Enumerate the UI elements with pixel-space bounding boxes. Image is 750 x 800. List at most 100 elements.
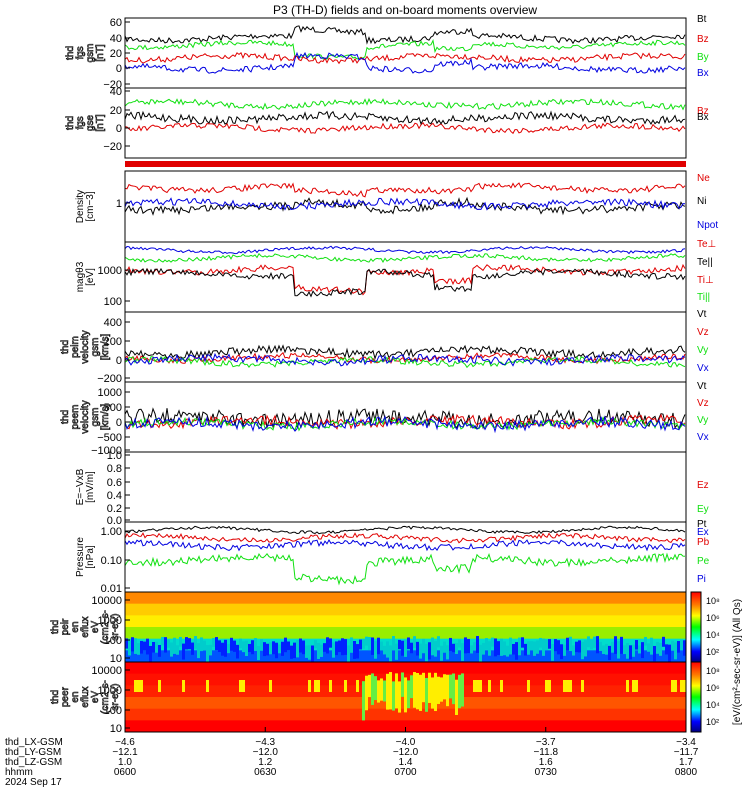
spectrogram-cell (236, 644, 239, 659)
y-axis-label: thd (60, 410, 71, 424)
legend-entry: Ex (697, 527, 709, 538)
spectrogram-cell (632, 644, 635, 657)
y-axis-label: peem (70, 404, 81, 429)
spectrogram-cell (350, 637, 353, 653)
y-axis-label: (cm2-s- (100, 610, 111, 644)
trace-blue (124, 415, 686, 434)
spectrogram-cell (389, 672, 392, 710)
spectrogram-cell (395, 673, 398, 709)
spectrogram-cell (164, 637, 167, 653)
spectrogram-cell (305, 645, 308, 658)
panel-fgs-bz: 60 40 20 0 −20 thd fgs gsm [nT] Bt Bz By Bx (65, 14, 709, 91)
spectrogram-cell (329, 638, 332, 648)
trace-black (124, 344, 686, 361)
spectrogram-cell (242, 641, 245, 653)
spectrogram-cell (665, 644, 668, 655)
legend-entry: Bz (697, 34, 709, 45)
y-axis-label: [km/s] (100, 333, 111, 360)
spectrogram-cell (494, 638, 497, 657)
legend-entry: Te|| (697, 257, 713, 268)
y-tick-label: −1000 (91, 445, 122, 457)
spectrogram-cell (194, 636, 197, 649)
spectrogram-cell (587, 636, 590, 648)
spectrogram-cell (287, 641, 290, 651)
spectrogram-cell (314, 640, 317, 649)
spectrogram-cell (302, 640, 305, 655)
colorbar-tick-label: 10⁸ (706, 596, 720, 606)
spectrogram-cell (623, 645, 626, 655)
x-tick-label: −12.1 (112, 747, 138, 758)
spectrogram-cell (413, 672, 416, 708)
spectrogram-cell (518, 637, 521, 656)
x-tick-label: 0700 (394, 767, 417, 778)
spectrogram-cell (257, 645, 260, 661)
panel-peim: 400 200 0 −200 thd peim velocity gsm [km/s] Vt Vz V… (60, 309, 709, 385)
ephemeris-row-label: hhmm (5, 767, 33, 778)
spectrogram-cell (455, 679, 458, 715)
spectrogram-cell (554, 639, 557, 652)
y-axis-label: Density (75, 190, 86, 223)
spectrogram-cell (416, 641, 419, 656)
colorbar-tick-label: 10⁶ (706, 683, 720, 693)
spectrogram-cell (158, 680, 161, 692)
spectrogram-cell (386, 673, 389, 710)
spectrogram-cell (182, 643, 185, 660)
spectrogram-cell (233, 640, 236, 652)
spectrogram-cell (611, 641, 614, 653)
spectrogram-cell (167, 639, 170, 648)
spectrogram-cell (140, 680, 143, 692)
spectrogram-cell (629, 645, 632, 660)
ephemeris-row-label: thd_LY-GSM (5, 747, 61, 758)
legend-entry: Vy (697, 345, 708, 356)
spectrogram-cell (656, 641, 659, 654)
spectrogram-cell (356, 644, 359, 659)
y-tick-label: 0 (116, 417, 122, 429)
legend-entry: Ne (697, 173, 710, 184)
spectrogram-cell (326, 637, 329, 654)
spectrogram-cell (488, 641, 491, 656)
spectrogram-cell (581, 680, 584, 692)
spectrogram-cell (140, 640, 143, 654)
spectrogram-cell (389, 645, 392, 662)
y-tick-label: −500 (97, 432, 122, 444)
y-tick-label: 400 (104, 317, 122, 329)
spectrogram-cell (407, 680, 410, 709)
panel-peem: 1000 500 0 −500−1000 thd peem velocity gsm [km/s… (60, 381, 709, 457)
spectrogram-cell (569, 680, 572, 692)
spectrogram-cell (410, 675, 413, 699)
y-tick-label: 0 (116, 123, 122, 135)
spectrogram-cell (308, 680, 311, 692)
spectrogram-cell (269, 680, 272, 692)
y-axis-label: peir (60, 618, 71, 635)
spectrogram-cell (341, 638, 344, 656)
spectrogram-cell (446, 674, 449, 707)
spectrogram-cell (509, 637, 512, 655)
x-tick-label: −4.6 (115, 737, 135, 748)
y-axis-label: thd (50, 690, 61, 704)
spectrogram-cell (680, 680, 683, 692)
trace-blue (124, 51, 686, 74)
colorbar-tick-label: 10⁴ (706, 630, 720, 640)
spectrogram-cell (443, 641, 446, 653)
y-axis-label: velocity (80, 330, 91, 363)
spectrogram-cell (347, 645, 350, 663)
spectrogram-cell (662, 636, 665, 647)
spectrogram-cell (638, 645, 641, 654)
y-axis-label: eV (90, 691, 101, 704)
legend-entry: Vz (697, 398, 709, 409)
trace-blue (124, 245, 686, 255)
spectrogram-cell (371, 673, 374, 705)
spectrogram-cell (395, 643, 398, 660)
spectrogram-cell (212, 638, 215, 647)
spectrogram-cell (404, 677, 407, 713)
spectrogram-cell (635, 640, 638, 650)
spectrogram-cell (461, 643, 464, 661)
panel-frame (124, 241, 687, 313)
spectrogram-cell (473, 642, 476, 651)
spectrogram-cell (182, 680, 185, 692)
spectrogram-cell (431, 677, 434, 709)
spectrogram-cell (137, 680, 140, 692)
y-tick-label: 40 (110, 86, 122, 98)
y-axis-label: magθ3 (75, 261, 86, 292)
spectrogram-cell (245, 640, 248, 657)
